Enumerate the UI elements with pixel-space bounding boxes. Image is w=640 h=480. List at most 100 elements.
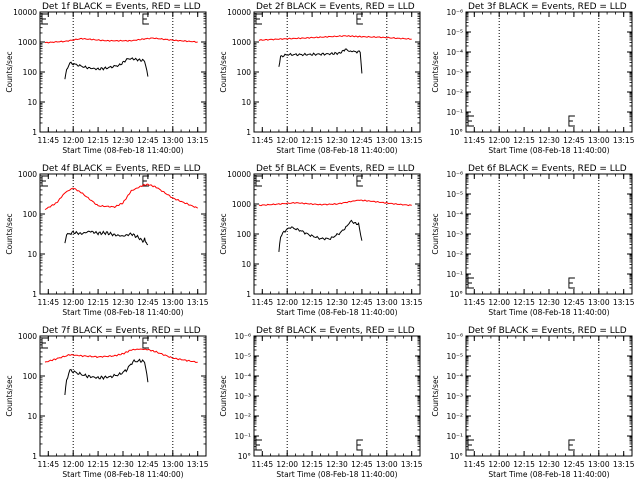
y-tick-label: 10 [241, 260, 251, 269]
range-bracket-icon [467, 115, 474, 127]
y-tick-label: 10⁻⁴ [446, 372, 463, 381]
x-axis-label: Start Time (08-Feb-18 11:40:00) [62, 470, 183, 479]
events-series-line [64, 358, 149, 396]
plot-frame [39, 11, 207, 133]
range-bracket-icon [142, 13, 149, 25]
events-series-line [278, 48, 363, 74]
x-axis-label: Start Time (08-Feb-18 11:40:00) [62, 308, 183, 317]
x-tick-label: 12:00 [488, 460, 510, 469]
x-tick-label: 12:15 [513, 460, 535, 469]
lld-series-line [44, 183, 198, 211]
y-axis-label: Counts/sec [431, 51, 440, 92]
x-tick-label: 12:00 [276, 460, 298, 469]
chart-title: Det 9f BLACK = Events, RED = LLD [468, 326, 627, 336]
y-axis-label: Counts/sec [5, 375, 14, 416]
x-axis-label: Start Time (08-Feb-18 11:40:00) [276, 308, 397, 317]
plot-frame [253, 11, 421, 133]
x-tick-label: 11:45 [463, 460, 485, 469]
x-tick-label: 12:30 [326, 460, 348, 469]
x-tick-label: 12:45 [137, 136, 159, 145]
y-tick-label: 100 [237, 230, 252, 239]
x-tick-label: 13:00 [588, 460, 610, 469]
x-tick-label: 12:15 [513, 298, 535, 307]
chart-title: Det 5f BLACK = Events, RED = LLD [256, 164, 415, 174]
x-tick-label: 13:00 [162, 298, 184, 307]
x-tick-label: 12:30 [538, 460, 560, 469]
x-tick-label: 12:30 [112, 298, 134, 307]
y-tick-label: 10⁻³ [234, 392, 251, 401]
x-axis-label: Start Time (08-Feb-18 11:40:00) [276, 146, 397, 155]
x-tick-label: 12:45 [563, 460, 585, 469]
x-tick-label: 12:45 [137, 298, 159, 307]
x-tick-label: 11:45 [251, 298, 273, 307]
lld-series-line [258, 35, 412, 42]
y-tick-label: 10° [450, 128, 464, 137]
x-tick-label: 13:00 [376, 136, 398, 145]
range-bracket-icon [568, 115, 575, 127]
range-bracket-icon [41, 337, 48, 349]
x-tick-label: 12:00 [488, 298, 510, 307]
range-bracket-icon [356, 13, 363, 25]
plot-frame [465, 11, 633, 133]
x-tick-label: 13:15 [187, 460, 209, 469]
plot-frame [465, 335, 633, 457]
x-axis-label: Start Time (08-Feb-18 11:40:00) [488, 308, 609, 317]
chart-title: Det 2f BLACK = Events, RED = LLD [256, 2, 415, 12]
range-bracket-icon [41, 13, 48, 25]
detector-panel-8: Det 8f BLACK = Events, RED = LLD 10° 10⁻¹ 1… [219, 326, 423, 479]
x-tick-label: 12:15 [87, 136, 109, 145]
x-tick-label: 12:45 [137, 460, 159, 469]
x-tick-label: 12:45 [351, 298, 373, 307]
y-tick-label: 10⁻² [446, 250, 463, 259]
y-tick-label: 10 [27, 250, 37, 259]
y-tick-label: 100 [23, 68, 38, 77]
lld-series-line [44, 348, 198, 363]
y-tick-label: 10° [450, 290, 464, 299]
x-tick-label: 12:45 [351, 136, 373, 145]
x-tick-label: 12:15 [513, 136, 535, 145]
y-tick-label: 10⁻² [234, 412, 251, 421]
y-tick-label: 1 [32, 452, 37, 461]
chart-title: Det 3f BLACK = Events, RED = LLD [468, 2, 627, 12]
range-bracket-icon [255, 439, 262, 451]
range-bracket-icon [356, 175, 363, 187]
x-tick-label: 13:15 [613, 460, 635, 469]
plot-frame [253, 335, 421, 457]
range-bracket-icon [356, 439, 363, 451]
x-tick-label: 11:45 [463, 136, 485, 145]
x-tick-label: 11:45 [37, 460, 59, 469]
y-axis-label: Counts/sec [219, 213, 228, 254]
x-tick-label: 12:30 [538, 298, 560, 307]
x-tick-label: 11:45 [251, 460, 273, 469]
y-tick-label: 10⁻¹ [446, 270, 463, 279]
x-tick-label: 13:00 [162, 460, 184, 469]
y-axis-label: Counts/sec [431, 213, 440, 254]
x-tick-label: 12:15 [301, 136, 323, 145]
detector-panel-5: Det 5f BLACK = Events, RED = LLD 1 10 100 10… [219, 164, 423, 317]
y-axis-label: Counts/sec [5, 51, 14, 92]
y-tick-label: 10000 [227, 8, 251, 17]
x-tick-label: 12:00 [276, 298, 298, 307]
x-tick-label: 12:45 [351, 460, 373, 469]
x-tick-label: 13:00 [588, 298, 610, 307]
y-tick-label: 10⁻¹ [234, 432, 251, 441]
x-tick-label: 12:30 [326, 136, 348, 145]
y-tick-label: 10⁻⁵ [234, 352, 251, 361]
y-tick-label: 10° [450, 452, 464, 461]
y-tick-label: 10000 [13, 8, 37, 17]
y-tick-label: 10⁻⁵ [446, 190, 463, 199]
y-tick-label: 10⁻⁶ [446, 8, 463, 17]
range-bracket-icon [467, 277, 474, 289]
x-axis-label: Start Time (08-Feb-18 11:40:00) [488, 146, 609, 155]
detector-panel-6: Det 6f BLACK = Events, RED = LLD 10° 10⁻¹ 1… [431, 164, 635, 317]
chart-title: Det 7f BLACK = Events, RED = LLD [42, 326, 201, 336]
x-tick-label: 11:45 [251, 136, 273, 145]
y-tick-label: 10⁻² [446, 88, 463, 97]
y-tick-label: 10⁻⁴ [446, 210, 463, 219]
x-tick-label: 11:45 [37, 298, 59, 307]
x-axis-label: Start Time (08-Feb-18 11:40:00) [62, 146, 183, 155]
y-tick-label: 1 [246, 128, 251, 137]
y-tick-label: 1 [32, 290, 37, 299]
x-tick-label: 12:00 [488, 136, 510, 145]
